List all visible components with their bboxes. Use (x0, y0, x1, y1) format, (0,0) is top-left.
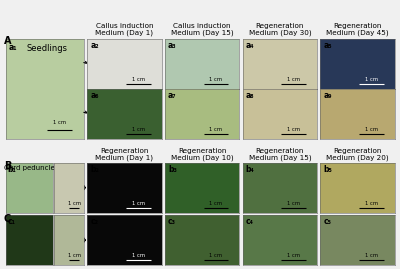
Text: b₂: b₂ (90, 165, 99, 174)
Text: b₃: b₃ (168, 165, 177, 174)
Text: C: C (4, 214, 11, 224)
Text: c₃: c₃ (168, 217, 176, 226)
Text: Regeneration
Medium (Day 1): Regeneration Medium (Day 1) (96, 148, 154, 161)
Text: 1 cm: 1 cm (365, 201, 378, 206)
Text: Regeneration
Medium (Day 30): Regeneration Medium (Day 30) (248, 23, 311, 36)
Text: Seedlings: Seedlings (26, 44, 67, 53)
Text: 1 cm: 1 cm (209, 201, 222, 206)
Text: b₅: b₅ (323, 165, 332, 174)
Text: 1 cm: 1 cm (287, 201, 300, 206)
Text: Callus induction
Medium (Day 1): Callus induction Medium (Day 1) (96, 23, 154, 36)
Text: a₇: a₇ (168, 91, 176, 100)
Text: b₄: b₄ (246, 165, 254, 174)
Text: a₄: a₄ (246, 41, 254, 50)
Text: 1 cm: 1 cm (53, 120, 66, 125)
Text: 1 cm: 1 cm (209, 127, 222, 132)
Text: 1 cm: 1 cm (132, 127, 145, 132)
Text: a₃: a₃ (168, 41, 176, 50)
Text: Regeneration
Medium (Day 15): Regeneration Medium (Day 15) (248, 148, 311, 161)
Text: 1 cm: 1 cm (132, 253, 145, 258)
Text: 1 cm: 1 cm (209, 77, 222, 82)
Text: c₂: c₂ (90, 217, 98, 226)
Text: 1 cm: 1 cm (365, 77, 378, 82)
Text: Regeneration
Medium (Day 10): Regeneration Medium (Day 10) (171, 148, 234, 161)
Text: c₁: c₁ (8, 217, 16, 226)
Text: Callus induction
Medium (Day 15): Callus induction Medium (Day 15) (171, 23, 234, 36)
Text: 1 cm: 1 cm (68, 201, 81, 206)
Text: 1 cm: 1 cm (287, 253, 300, 258)
Text: Curd peduncle: Curd peduncle (4, 165, 55, 171)
Text: a₅: a₅ (323, 41, 332, 50)
Text: 1 cm: 1 cm (287, 127, 300, 132)
Text: c₄: c₄ (246, 217, 254, 226)
Text: a₈: a₈ (246, 91, 254, 100)
Text: 1 cm: 1 cm (132, 77, 145, 82)
Text: B: B (4, 161, 11, 171)
Text: 1 cm: 1 cm (287, 77, 300, 82)
Text: 1 cm: 1 cm (68, 253, 81, 258)
Text: a₂: a₂ (90, 41, 99, 50)
Text: b₁: b₁ (8, 165, 17, 174)
Text: A: A (4, 36, 12, 46)
Text: Regeneration
Medium (Day 45): Regeneration Medium (Day 45) (326, 23, 389, 36)
Text: a₆: a₆ (90, 91, 99, 100)
Text: Regeneration
Medium (Day 20): Regeneration Medium (Day 20) (326, 148, 389, 161)
Text: 1 cm: 1 cm (365, 253, 378, 258)
Text: a₁: a₁ (9, 43, 18, 52)
Text: 1 cm: 1 cm (365, 127, 378, 132)
Text: 1 cm: 1 cm (209, 253, 222, 258)
Text: a₉: a₉ (323, 91, 332, 100)
Text: 1 cm: 1 cm (132, 201, 145, 206)
Text: c₅: c₅ (323, 217, 331, 226)
